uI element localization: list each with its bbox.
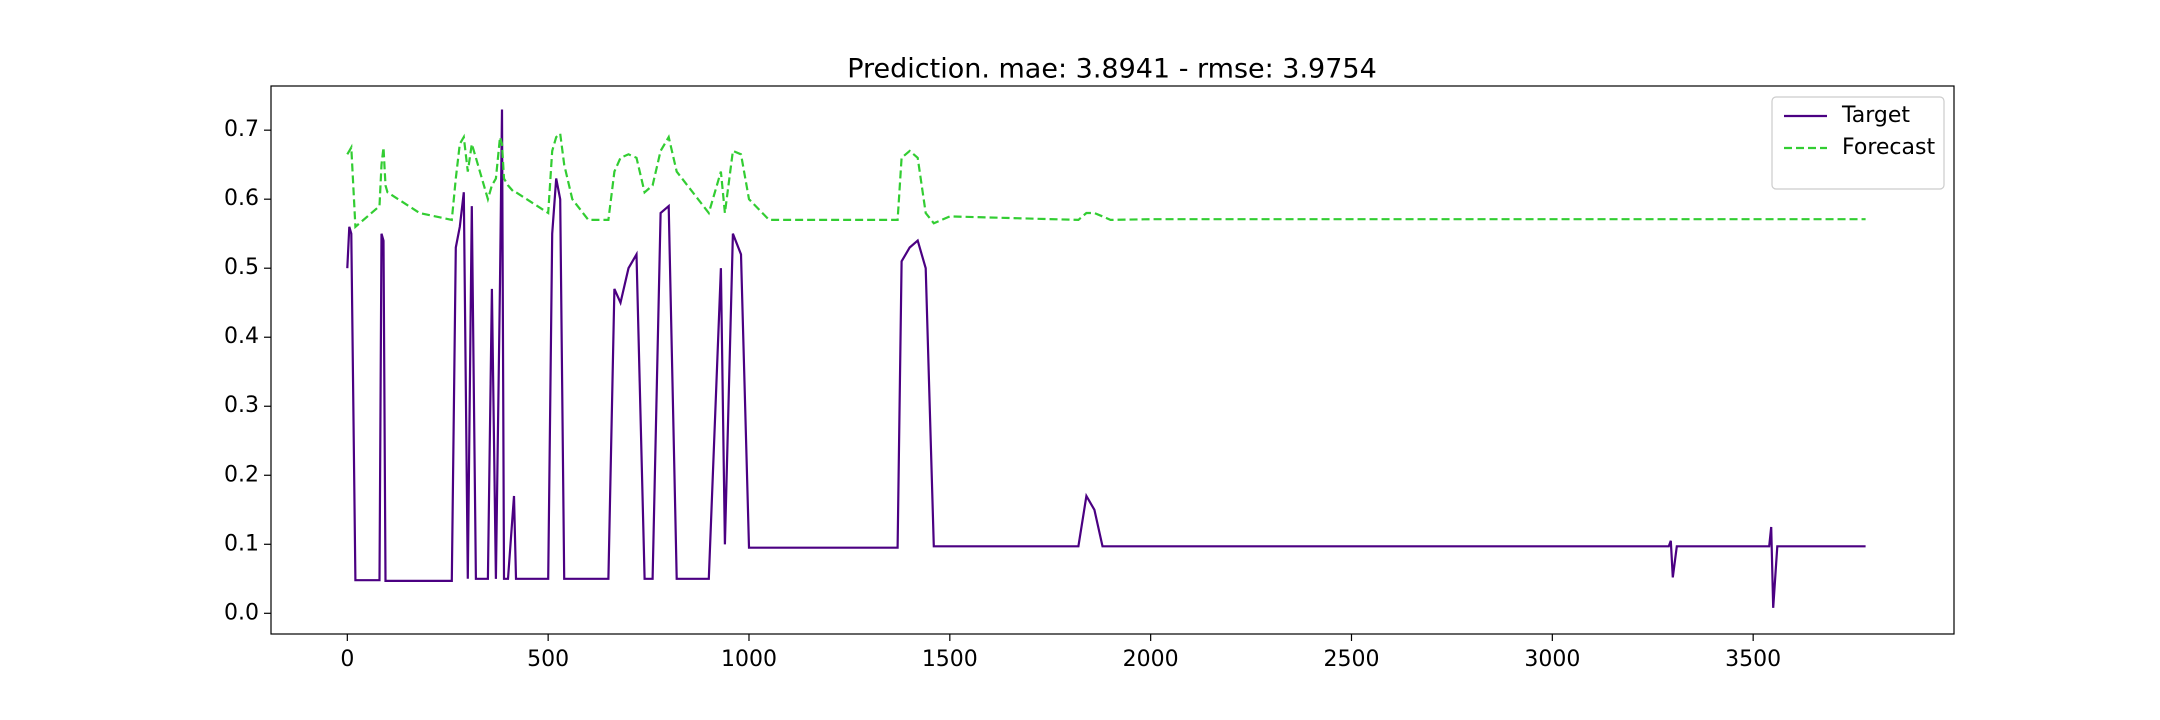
y-tick-label: 0.0 <box>224 600 259 625</box>
x-tick-label: 3500 <box>1725 647 1781 672</box>
y-tick-label: 0.6 <box>224 186 259 211</box>
legend-label: Target <box>1841 103 1910 128</box>
y-tick-label: 0.3 <box>224 393 259 418</box>
legend-label: Forecast <box>1842 135 1935 160</box>
x-tick-label: 2000 <box>1123 647 1179 672</box>
x-tick-label: 0 <box>340 647 354 672</box>
y-tick-label: 0.4 <box>224 324 259 349</box>
x-tick-label: 500 <box>527 647 569 672</box>
plot-frame <box>270 85 1955 635</box>
x-tick-label: 3000 <box>1524 647 1580 672</box>
y-tick-label: 0.7 <box>224 117 259 142</box>
x-tick-label: 2500 <box>1323 647 1379 672</box>
series-line <box>346 131 1866 230</box>
legend-box <box>1771 96 1945 190</box>
x-tick-label: 1500 <box>922 647 978 672</box>
series-line <box>346 109 1866 608</box>
y-tick-label: 0.2 <box>224 462 259 487</box>
y-tick-label: 0.1 <box>224 531 259 556</box>
chart-title: Prediction. mae: 3.8941 - rmse: 3.9754 <box>847 54 1377 85</box>
y-tick-label: 0.5 <box>224 255 259 280</box>
x-tick-label: 1000 <box>721 647 777 672</box>
